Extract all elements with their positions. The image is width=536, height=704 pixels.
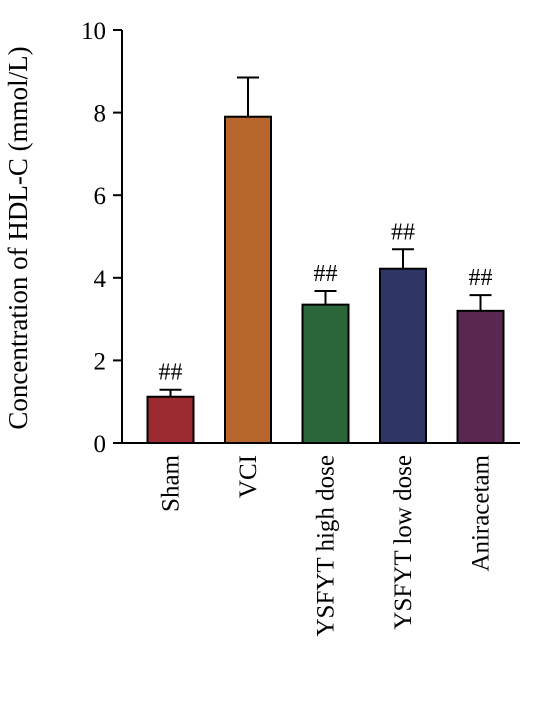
bar	[224, 115, 272, 444]
y-tick-label: 4	[94, 266, 107, 293]
significance-label: ##	[159, 360, 183, 386]
bar	[301, 303, 350, 444]
y-tick-label: 0	[94, 431, 107, 458]
y-tick-label: 10	[81, 18, 106, 45]
bar	[146, 395, 195, 444]
x-tick-label: Sham	[158, 454, 185, 512]
x-tick-label: Aniracetam	[468, 454, 495, 571]
x-tick-label: YSFYT low dose	[390, 455, 417, 630]
y-tick-label: 2	[94, 348, 107, 375]
plot-area: 0 2 4 6 8 10 ## Sham VCI ## YSFYT high dose ## YSFYT…	[81, 18, 520, 637]
significance-label: ##	[469, 265, 493, 291]
bar	[379, 267, 427, 444]
x-tick-label: YSFYT high dose	[313, 455, 340, 637]
y-tick-label: 8	[94, 101, 107, 128]
significance-label: ##	[391, 219, 415, 245]
significance-label: ##	[314, 261, 338, 287]
bar	[456, 309, 505, 444]
y-axis-label: Concentration of HDL-C (mmol/L)	[3, 46, 33, 429]
y-tick-label: 6	[94, 183, 107, 210]
x-tick-label: VCI	[235, 455, 262, 498]
